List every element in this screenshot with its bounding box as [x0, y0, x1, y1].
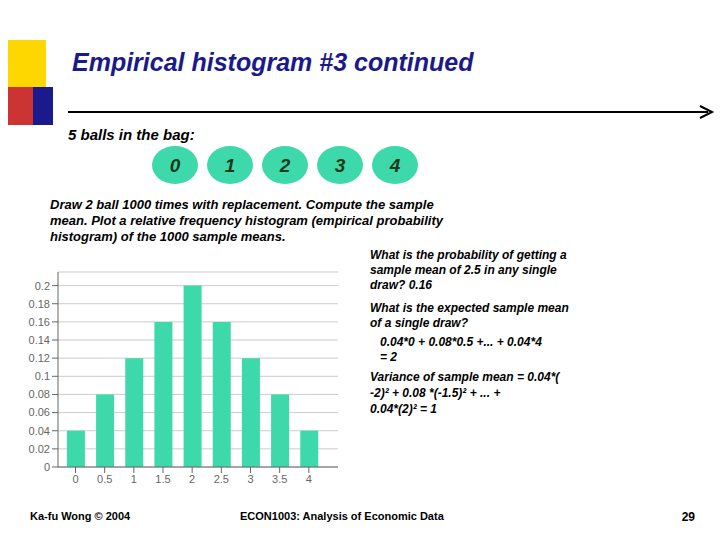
- html-text:0.04*(2)² = 1: 0.04*(2)² = 1: [370, 402, 437, 416]
- html-text:ECON1003: Analysis of Economic: ECON1003: Analysis of Economic Data: [240, 510, 444, 522]
- svg-text:0.02: 0.02: [29, 443, 50, 455]
- svg-text:0: 0: [170, 155, 181, 176]
- svg-text:0.18: 0.18: [29, 298, 50, 310]
- svg-text:3: 3: [335, 155, 346, 176]
- svg-text:2.5: 2.5: [214, 473, 229, 485]
- svg-text:0.5: 0.5: [97, 473, 112, 485]
- svg-text:0.06: 0.06: [29, 406, 50, 418]
- svg-text:0.12: 0.12: [29, 352, 50, 364]
- html-text:histogram) of the 1000 sample: histogram) of the 1000 sample means.: [50, 229, 286, 244]
- html-text:Ka-fu Wong © 2004: Ka-fu Wong © 2004: [30, 510, 131, 522]
- svg-text:1.5: 1.5: [155, 473, 170, 485]
- svg-text:0: 0: [72, 473, 78, 485]
- html-text:sample mean of 2.5 in any sing: sample mean of 2.5 in any single: [370, 263, 557, 277]
- html-text:What is the probability of get: What is the probability of getting a: [370, 248, 567, 262]
- html-text:0.04*0 + 0.08*0.5 +... + 0.04*: 0.04*0 + 0.08*0.5 +... + 0.04*4: [380, 335, 542, 349]
- svg-text:0.2: 0.2: [35, 280, 50, 292]
- html-text:5 balls in the bag:: 5 balls in the bag:: [68, 126, 195, 143]
- html-text:Draw 2 ball 1000 times with re: Draw 2 ball 1000 times with replacement.…: [50, 197, 434, 212]
- svg-text:2: 2: [279, 155, 291, 176]
- html-text:mean. Plot a relative frequenc: mean. Plot a relative frequency histogra…: [50, 213, 443, 228]
- svg-text:0.14: 0.14: [29, 334, 50, 346]
- html-text:= 2: = 2: [380, 350, 397, 364]
- html-text:draw? 0.16: draw? 0.16: [370, 278, 432, 292]
- svg-text:3.5: 3.5: [272, 473, 287, 485]
- html-text:29: 29: [681, 510, 695, 524]
- html-text:-2)² + 0.08 *(-1.5)² + ... +: -2)² + 0.08 *(-1.5)² + ... +: [370, 386, 501, 400]
- svg-text:4: 4: [389, 155, 401, 176]
- svg-text:0.1: 0.1: [35, 370, 50, 382]
- html-text:Variance of sample mean = 0.04: Variance of sample mean = 0.04*(: [370, 370, 560, 384]
- svg-text:0.08: 0.08: [29, 388, 50, 400]
- html-text:What is the expected sample me: What is the expected sample mean: [370, 301, 569, 315]
- svg-text:0: 0: [44, 461, 50, 473]
- svg-text:1: 1: [131, 473, 137, 485]
- html-text:of a single draw?: of a single draw?: [370, 316, 468, 330]
- svg-text:0.16: 0.16: [29, 316, 50, 328]
- svg-text:3: 3: [247, 473, 253, 485]
- svg-text:1: 1: [225, 155, 236, 176]
- svg-text:0.04: 0.04: [29, 425, 50, 437]
- svg-text:2: 2: [189, 473, 195, 485]
- svg-text:4: 4: [306, 473, 312, 485]
- html-text:Empirical histogram #3 continu: Empirical histogram #3 continued: [72, 48, 474, 76]
